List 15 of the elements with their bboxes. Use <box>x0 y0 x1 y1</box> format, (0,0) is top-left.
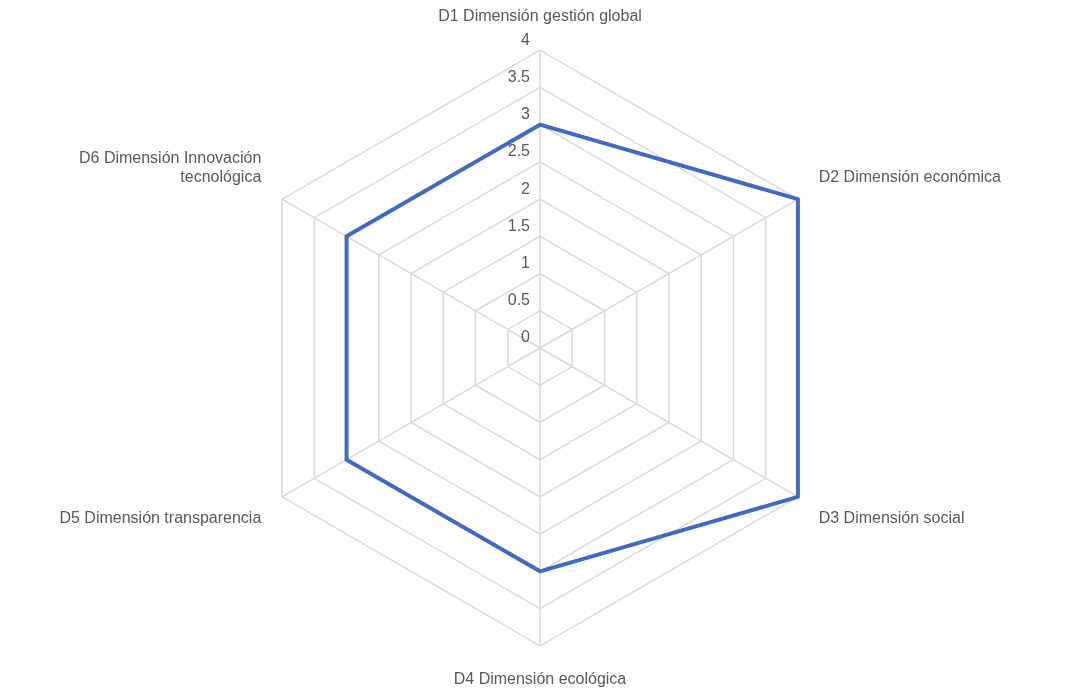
spoke-label: D1 Dimensión gestión global <box>438 7 642 25</box>
y-tick-label: 0 <box>521 328 531 346</box>
spoke-label: D6 Dimensión Innovación tecnológica <box>78 148 262 185</box>
spoke-label: D3 Dimensión social <box>818 508 965 526</box>
y-tick-label: 0.5 <box>507 291 531 309</box>
y-tick-label: 2.5 <box>507 142 531 160</box>
y-tick-label: 1 <box>521 253 531 271</box>
y-tick-label: 3 <box>521 105 531 123</box>
spoke-label: D5 Dimensión transparencia <box>59 508 262 526</box>
y-tick-label: 2 <box>521 179 531 197</box>
y-tick-label: 3.5 <box>507 67 531 85</box>
spoke-label: D2 Dimensión económica <box>818 167 1002 185</box>
y-tick-label: 4 <box>521 30 531 48</box>
y-tick-label: 1.5 <box>507 216 531 234</box>
spoke-label: D4 Dimensión ecológica <box>453 669 627 687</box>
